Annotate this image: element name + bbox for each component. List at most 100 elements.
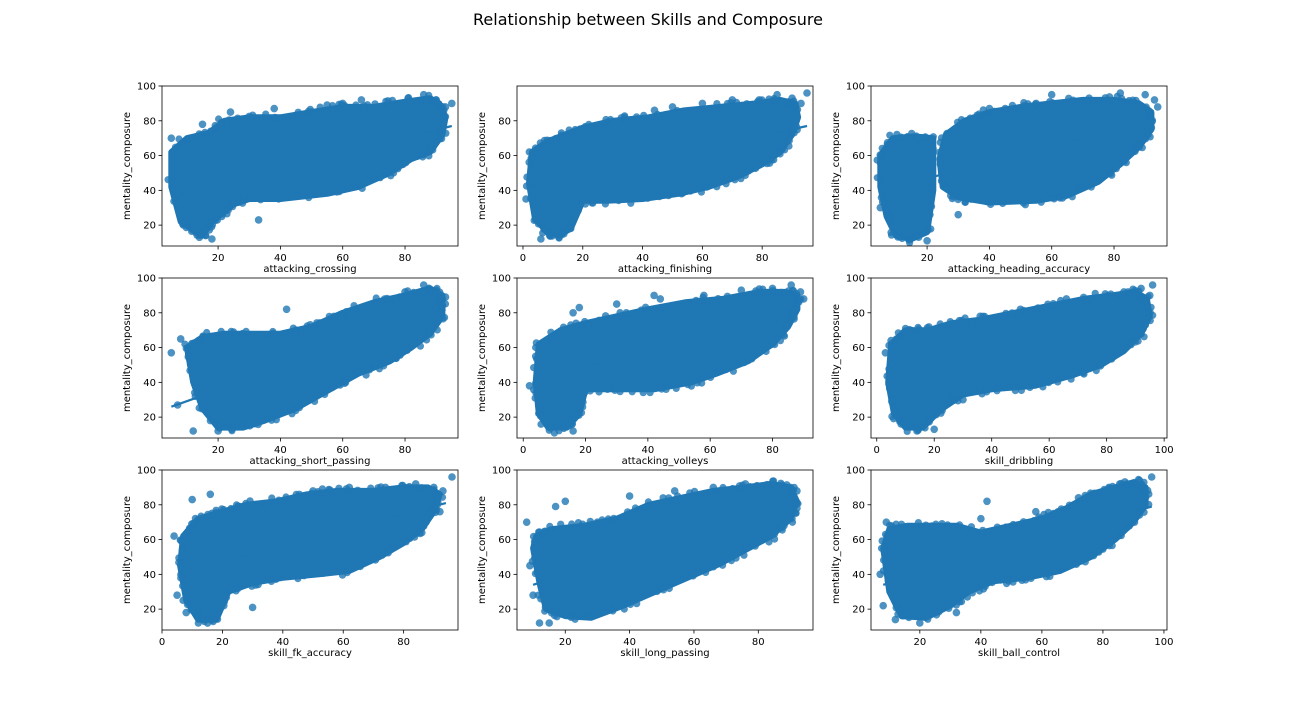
data-point: [895, 413, 904, 421]
data-point: [671, 302, 679, 310]
data-point: [1006, 195, 1014, 203]
data-point: [1017, 386, 1025, 395]
data-point: [313, 568, 321, 576]
data-point: [674, 496, 682, 504]
subplot-3: 20 40 60 80 20 40 60 80 100 attacking_heading_acc…: [831, 82, 1168, 275]
y-tick-label: 80: [852, 500, 865, 511]
data-point: [938, 162, 946, 170]
data-point: [300, 572, 308, 580]
data-point: [222, 594, 230, 602]
data-point: [702, 568, 710, 577]
data-point: [1059, 562, 1067, 570]
data-point: [728, 96, 737, 104]
data-point: [536, 412, 545, 420]
data-point: [901, 324, 910, 332]
data-point: [179, 218, 187, 226]
data-point: [301, 398, 309, 406]
data-point: [210, 332, 218, 341]
data-point: [753, 481, 761, 490]
data-point: [179, 582, 187, 590]
data-point: [696, 107, 704, 115]
data-point: [1039, 383, 1047, 391]
data-point: [214, 427, 222, 435]
y-tick-label: 100: [492, 466, 511, 477]
data-point: [350, 302, 358, 310]
x-axis-label: attacking_short_passing: [250, 456, 371, 467]
data-point: [743, 100, 751, 108]
data-point: [966, 114, 974, 122]
data-point: [736, 482, 744, 490]
data-point: [926, 211, 934, 219]
data-point: [1008, 101, 1017, 109]
y-tick-label: 100: [137, 466, 156, 477]
data-point: [1137, 284, 1145, 293]
data-point: [1031, 194, 1039, 202]
data-point: [325, 312, 333, 320]
data-point: [620, 113, 629, 122]
data-point: [1065, 501, 1073, 509]
data-point: [325, 485, 333, 493]
data-point: [751, 542, 759, 550]
data-point: [335, 484, 343, 492]
data-point: [993, 523, 1001, 531]
data-point: [307, 108, 316, 116]
data-point: [188, 495, 196, 504]
data-point: [1125, 96, 1133, 105]
data-point: [722, 180, 730, 188]
subplot-1: 20 40 60 80 20 40 60 80 100 attacking_crossing men…: [122, 82, 459, 275]
data-point: [787, 494, 795, 502]
data-point: [376, 298, 384, 307]
data-point: [272, 575, 280, 584]
subplot-7: 0 20 40 60 80 20 40 60 80 100 skill_fk_accuracy men…: [122, 466, 459, 659]
data-point: [698, 379, 706, 387]
data-point: [226, 585, 234, 593]
data-point: [545, 619, 553, 627]
data-point: [793, 487, 801, 495]
data-point: [345, 483, 354, 492]
data-point: [295, 404, 303, 412]
data-point: [659, 586, 668, 594]
data-point: [702, 492, 710, 500]
data-point: [787, 281, 795, 289]
data-point: [170, 185, 178, 193]
data-point: [745, 291, 753, 300]
data-point: [185, 134, 193, 142]
plot-area: [525, 281, 808, 437]
data-point: [1027, 308, 1035, 316]
data-point: [535, 360, 543, 368]
data-point: [768, 284, 777, 293]
data-point: [190, 372, 198, 380]
data-point: [301, 492, 310, 500]
data-point: [574, 519, 583, 527]
data-point: [1052, 567, 1060, 575]
data-point: [208, 235, 216, 243]
data-point: [1080, 370, 1088, 378]
data-point: [347, 491, 355, 499]
plot-area: [522, 477, 802, 627]
data-point: [396, 538, 404, 547]
data-point: [1046, 572, 1054, 581]
y-tick-label: 80: [852, 308, 865, 319]
data-point: [183, 601, 191, 609]
data-point: [581, 122, 589, 131]
data-point: [184, 588, 192, 596]
data-point: [616, 388, 624, 396]
data-point: [1084, 298, 1092, 306]
data-point: [1096, 362, 1105, 370]
data-point: [650, 106, 659, 115]
data-point: [602, 115, 610, 124]
data-point: [889, 389, 897, 397]
data-point: [436, 507, 444, 516]
data-point: [655, 193, 663, 201]
data-point: [385, 356, 393, 364]
data-point: [967, 195, 975, 203]
data-point: [603, 385, 612, 393]
data-point: [1061, 192, 1069, 200]
data-point: [371, 100, 379, 108]
data-point: [432, 96, 441, 104]
data-point: [625, 492, 634, 500]
data-point: [1107, 170, 1115, 178]
data-point: [999, 199, 1007, 208]
data-point: [269, 327, 277, 336]
data-point: [206, 490, 215, 499]
